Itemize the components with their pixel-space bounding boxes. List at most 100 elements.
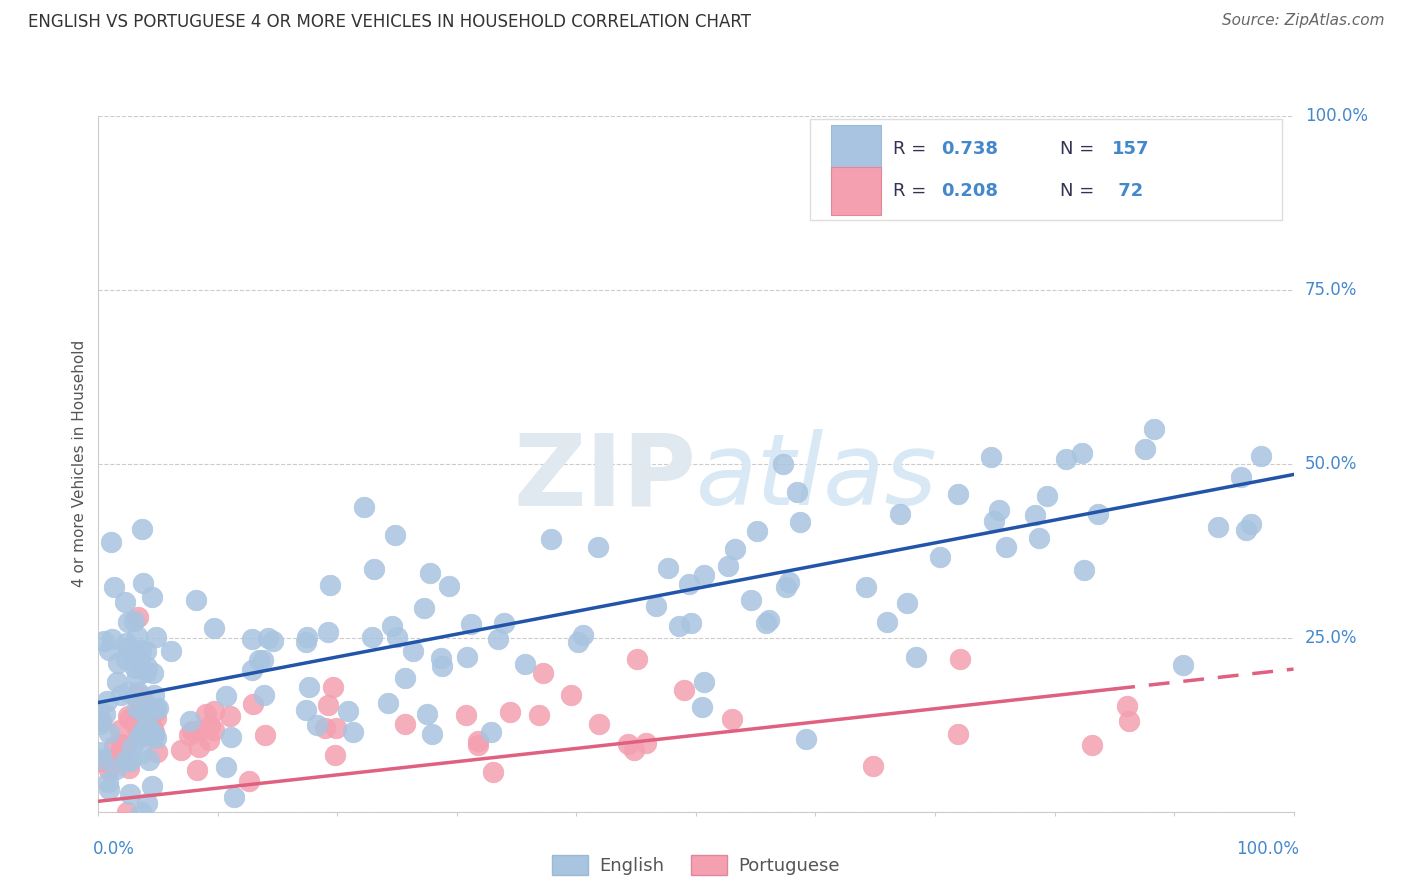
Point [146, 701, 169, 715]
Text: ENGLISH VS PORTUGUESE 4 OR MORE VEHICLES IN HOUSEHOLD CORRELATION CHART: ENGLISH VS PORTUGUESE 4 OR MORE VEHICLES… [28, 13, 751, 31]
Point [145, 630, 167, 644]
Point [1071, 446, 1094, 460]
Point [253, 688, 276, 702]
Point [131, 661, 153, 675]
Point [456, 650, 478, 665]
Point [987, 502, 1010, 516]
Point [194, 707, 217, 722]
Point [242, 698, 264, 712]
Point [96, 694, 118, 708]
Point [132, 724, 155, 739]
Point [141, 779, 163, 793]
Text: N =: N = [1060, 140, 1101, 158]
Point [876, 615, 898, 630]
Point [187, 739, 209, 754]
Point [143, 706, 166, 720]
Point [252, 653, 274, 667]
Point [626, 651, 648, 665]
Point [1080, 739, 1102, 753]
Point [668, 618, 690, 632]
Point [110, 737, 132, 751]
Point [238, 774, 260, 789]
Point [540, 533, 562, 547]
Point [198, 719, 221, 733]
Point [896, 596, 918, 610]
Point [778, 575, 800, 590]
Point [131, 746, 153, 760]
Point [117, 685, 139, 699]
Point [394, 717, 416, 731]
Point [394, 671, 416, 685]
Point [117, 709, 139, 723]
FancyBboxPatch shape [810, 120, 1282, 220]
Point [118, 712, 141, 726]
Point [100, 534, 122, 549]
Point [889, 508, 911, 522]
Point [160, 644, 183, 658]
Point [588, 716, 610, 731]
Point [789, 515, 811, 529]
Point [1073, 563, 1095, 577]
Point [775, 580, 797, 594]
Point [257, 631, 280, 645]
Point [482, 764, 505, 779]
Point [262, 634, 284, 648]
Point [1143, 422, 1166, 436]
Point [949, 651, 972, 665]
Point [139, 723, 162, 738]
Point [202, 723, 225, 738]
Point [995, 540, 1018, 554]
Point [946, 487, 969, 501]
Point [298, 680, 321, 694]
Legend: English, Portuguese: English, Portuguese [546, 847, 846, 883]
Point [122, 648, 145, 662]
Point [929, 550, 952, 565]
Text: R =: R = [893, 182, 932, 200]
Point [1206, 519, 1229, 533]
Point [214, 760, 236, 774]
Point [118, 754, 141, 768]
Point [145, 701, 167, 715]
Point [89, 745, 111, 759]
Point [127, 685, 149, 699]
Point [307, 717, 329, 731]
Text: 0.0%: 0.0% [93, 839, 135, 857]
Point [115, 652, 138, 666]
Point [179, 728, 201, 742]
Point [412, 601, 434, 615]
Point [1173, 658, 1195, 673]
Point [98, 781, 121, 796]
Point [415, 706, 437, 721]
Point [170, 743, 193, 757]
Point [184, 593, 207, 607]
Point [114, 741, 136, 756]
Point [112, 740, 135, 755]
Point [94, 706, 117, 721]
Point [862, 758, 884, 772]
Point [342, 724, 364, 739]
Point [360, 631, 382, 645]
Point [97, 764, 120, 778]
Point [855, 580, 877, 594]
Point [672, 683, 695, 698]
Point [717, 558, 740, 573]
Point [1118, 714, 1140, 729]
Point [186, 763, 208, 777]
Point [179, 714, 201, 729]
Point [108, 748, 131, 763]
Point [486, 632, 509, 646]
Text: R =: R = [893, 140, 932, 158]
Point [141, 721, 163, 735]
Point [117, 761, 139, 775]
Point [724, 542, 747, 557]
Point [128, 714, 150, 729]
Point [103, 739, 125, 753]
Point [1230, 470, 1253, 484]
Point [755, 616, 778, 631]
Point [429, 650, 451, 665]
Point [117, 615, 139, 630]
Point [1240, 516, 1263, 531]
Point [1036, 489, 1059, 503]
Point [90, 754, 112, 768]
Point [794, 731, 817, 746]
